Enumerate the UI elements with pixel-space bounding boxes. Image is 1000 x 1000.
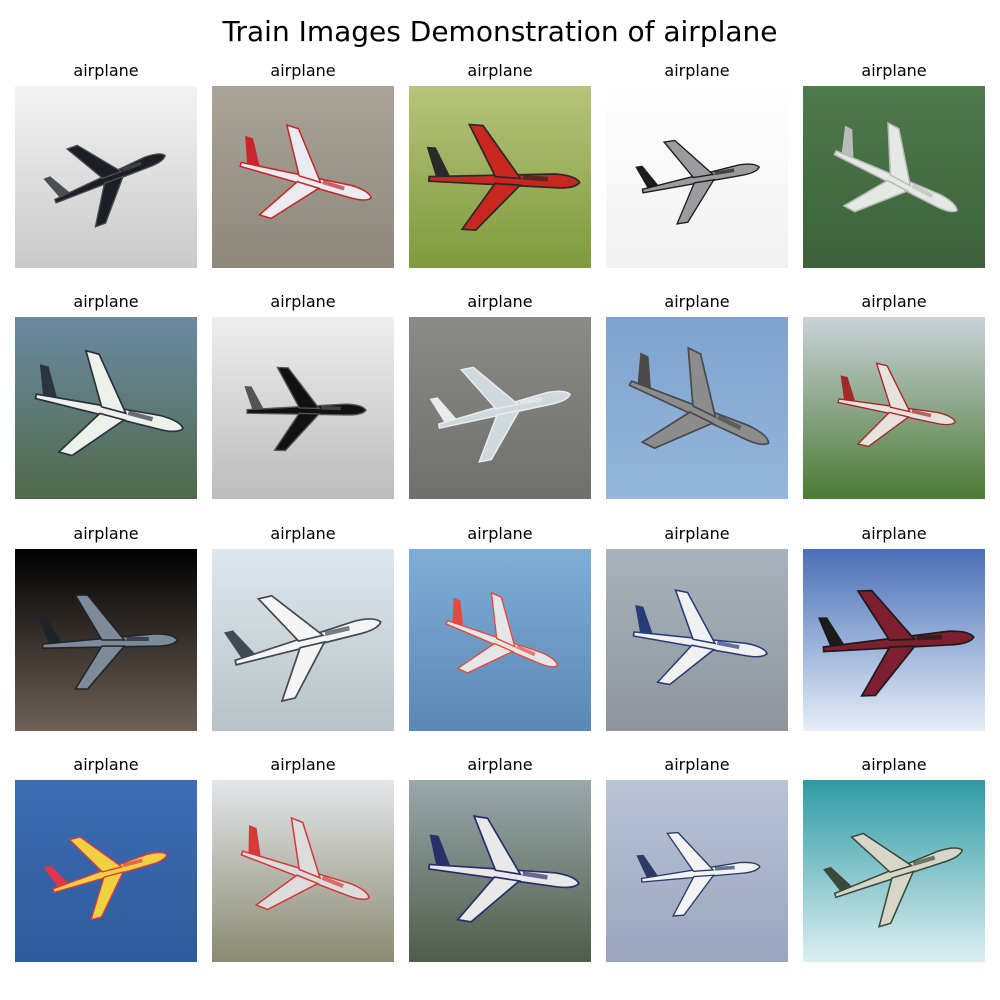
fighter-jet-icon: [212, 86, 394, 268]
image-cell: airplane: [606, 523, 788, 731]
image-label: airplane: [664, 61, 730, 80]
image-label: airplane: [73, 292, 139, 311]
image-label: airplane: [270, 61, 336, 80]
image-label: airplane: [861, 524, 927, 543]
airplane-image: [15, 317, 197, 499]
image-cell: airplane: [15, 523, 197, 731]
airplane-image: [409, 549, 591, 731]
image-cell: airplane: [15, 60, 197, 268]
propeller-plane-icon: [606, 86, 788, 268]
image-label: airplane: [861, 61, 927, 80]
airliner-sky-icon: [803, 549, 985, 731]
dark-plane-icon: [212, 317, 394, 499]
image-cell: airplane: [15, 291, 197, 499]
airplane-image: [212, 780, 394, 962]
blimp-icon: [212, 780, 394, 962]
airplane-image: [212, 549, 394, 731]
jumbo-jet-icon: [212, 549, 394, 731]
airplane-image: [15, 780, 197, 962]
stealth-airplane-icon: [15, 86, 197, 268]
airplane-image: [212, 86, 394, 268]
white-jet-icon: [803, 86, 985, 268]
image-label: airplane: [270, 755, 336, 774]
image-cell: airplane: [606, 60, 788, 268]
image-label: airplane: [270, 292, 336, 311]
airplane-image: [409, 86, 591, 268]
landing-jet-icon: [606, 549, 788, 731]
image-cell: airplane: [803, 60, 985, 268]
image-label: airplane: [861, 755, 927, 774]
airplane-image: [409, 780, 591, 962]
airplane-image: [803, 549, 985, 731]
red-biplane-icon: [409, 86, 591, 268]
image-cell: airplane: [803, 754, 985, 962]
image-label: airplane: [861, 292, 927, 311]
image-cell: airplane: [212, 291, 394, 499]
image-label: airplane: [467, 61, 533, 80]
image-cell: airplane: [409, 754, 591, 962]
airliner-front-icon: [409, 549, 591, 731]
image-cell: airplane: [606, 754, 788, 962]
image-cell: airplane: [212, 60, 394, 268]
climbing-jet-icon: [606, 780, 788, 962]
taxiing-jet-icon: [409, 780, 591, 962]
image-cell: airplane: [409, 60, 591, 268]
image-label: airplane: [664, 292, 730, 311]
colorful-plane-icon: [15, 780, 197, 962]
image-cell: airplane: [606, 291, 788, 499]
image-cell: airplane: [803, 291, 985, 499]
jet-topview-icon: [15, 549, 197, 731]
image-cell: airplane: [212, 754, 394, 962]
airplane-image: [803, 780, 985, 962]
image-cell: airplane: [409, 523, 591, 731]
image-label: airplane: [467, 755, 533, 774]
airplane-image: [212, 317, 394, 499]
image-label: airplane: [73, 61, 139, 80]
wing-closeup-icon: [409, 317, 591, 499]
image-label: airplane: [73, 755, 139, 774]
image-label: airplane: [664, 524, 730, 543]
airplane-image: [606, 86, 788, 268]
image-cell: airplane: [409, 291, 591, 499]
airplane-image: [606, 780, 788, 962]
image-label: airplane: [73, 524, 139, 543]
image-label: airplane: [270, 524, 336, 543]
image-label: airplane: [467, 524, 533, 543]
white-biplane-icon: [803, 317, 985, 499]
image-cell: airplane: [803, 523, 985, 731]
airplane-image: [803, 86, 985, 268]
airplane-image: [803, 317, 985, 499]
jet-clouds-icon: [803, 780, 985, 962]
image-label: airplane: [467, 292, 533, 311]
airliner-icon: [15, 317, 197, 499]
airplane-image: [15, 549, 197, 731]
airplane-image: [606, 317, 788, 499]
airplane-image: [409, 317, 591, 499]
seaplane-icon: [606, 317, 788, 499]
image-cell: airplane: [212, 523, 394, 731]
airplane-image: [606, 549, 788, 731]
figure-title: Train Images Demonstration of airplane: [222, 15, 778, 48]
image-cell: airplane: [15, 754, 197, 962]
image-label: airplane: [664, 755, 730, 774]
airplane-image: [15, 86, 197, 268]
